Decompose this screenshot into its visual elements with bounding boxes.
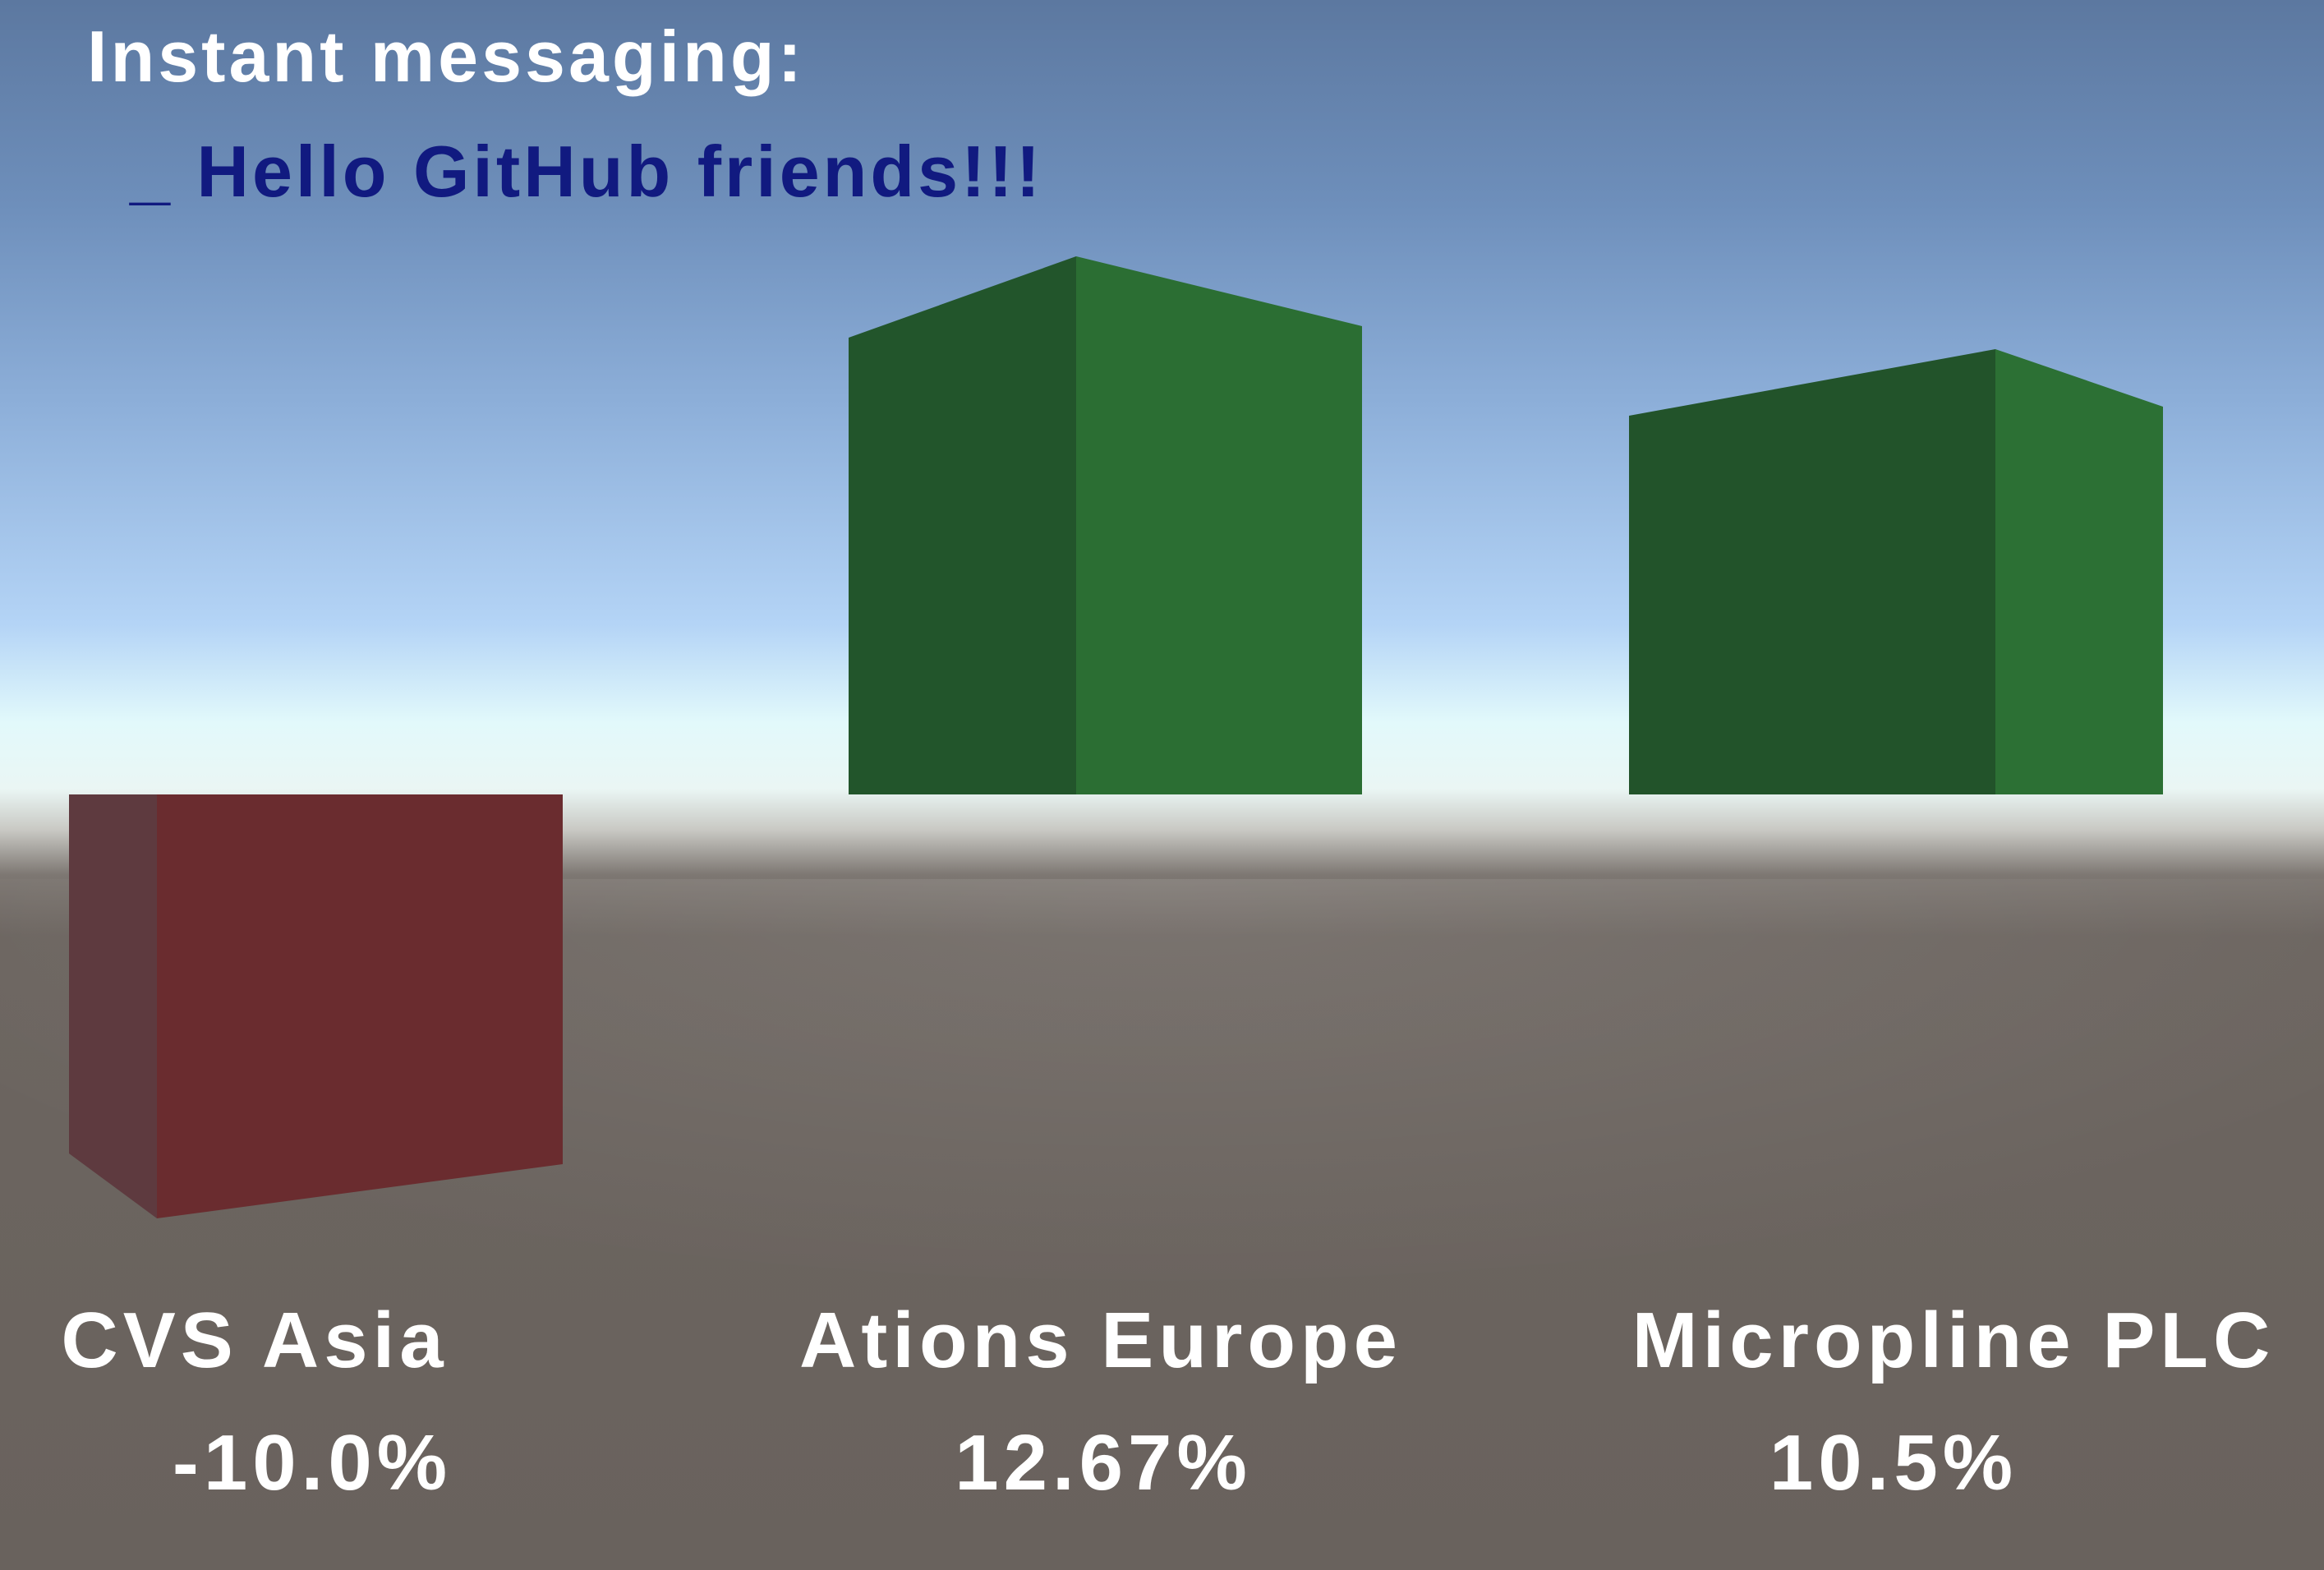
cube-front-face [157,794,563,1218]
cube-side-face [69,794,157,1218]
stock-change-micropline-plc: 10.5% [1769,1419,2018,1507]
stock-name-micropline-plc: Micropline PLC [1631,1296,2276,1384]
stock-change-cvs-asia: -10.0% [172,1419,453,1507]
instant-message-text: _ Hello GitHub friends!!! [130,131,1043,212]
stock-cube-ations-europe[interactable] [849,256,1362,794]
stock-cube-cvs-asia[interactable] [69,794,563,1218]
stock-cube-micropline-plc[interactable] [1629,349,2163,794]
cube-right-face [1995,349,2163,794]
cube-left-face [849,256,1076,794]
instant-messaging-label: Instant messaging: [87,16,805,97]
cube-left-face [1629,349,1995,794]
stock-change-ations-europe: 12.67% [955,1419,1252,1507]
stock-name-cvs-asia: CVS Asia [61,1296,449,1384]
stock-name-ations-europe: Ations Europe [798,1296,1403,1384]
cube-right-face [1076,256,1362,794]
